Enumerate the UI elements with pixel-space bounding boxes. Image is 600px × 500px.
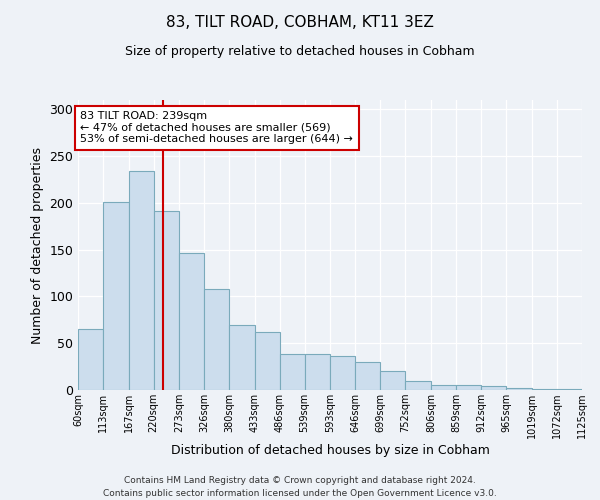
Bar <box>229 324 254 390</box>
Bar <box>330 356 355 390</box>
Text: 83, TILT ROAD, COBHAM, KT11 3EZ: 83, TILT ROAD, COBHAM, KT11 3EZ <box>166 15 434 30</box>
Bar <box>456 386 481 390</box>
Text: 83 TILT ROAD: 239sqm
← 47% of detached houses are smaller (569)
53% of semi-deta: 83 TILT ROAD: 239sqm ← 47% of detached h… <box>80 111 353 144</box>
Bar <box>305 354 330 390</box>
Bar <box>532 389 557 390</box>
Bar <box>406 380 431 390</box>
Text: Contains public sector information licensed under the Open Government Licence v3: Contains public sector information licen… <box>103 488 497 498</box>
Bar <box>557 389 582 390</box>
Text: Contains HM Land Registry data © Crown copyright and database right 2024.: Contains HM Land Registry data © Crown c… <box>124 476 476 485</box>
Bar <box>254 332 280 390</box>
Bar <box>506 388 532 390</box>
Bar <box>380 372 406 390</box>
Bar <box>481 386 506 390</box>
Y-axis label: Number of detached properties: Number of detached properties <box>31 146 44 344</box>
Bar <box>355 362 380 390</box>
Bar <box>204 289 229 390</box>
Bar <box>103 202 128 390</box>
Text: Size of property relative to detached houses in Cobham: Size of property relative to detached ho… <box>125 45 475 58</box>
X-axis label: Distribution of detached houses by size in Cobham: Distribution of detached houses by size … <box>170 444 490 457</box>
Bar <box>78 329 103 390</box>
Bar <box>179 254 204 390</box>
Bar <box>128 171 154 390</box>
Bar <box>280 354 305 390</box>
Bar <box>154 212 179 390</box>
Bar <box>431 386 456 390</box>
